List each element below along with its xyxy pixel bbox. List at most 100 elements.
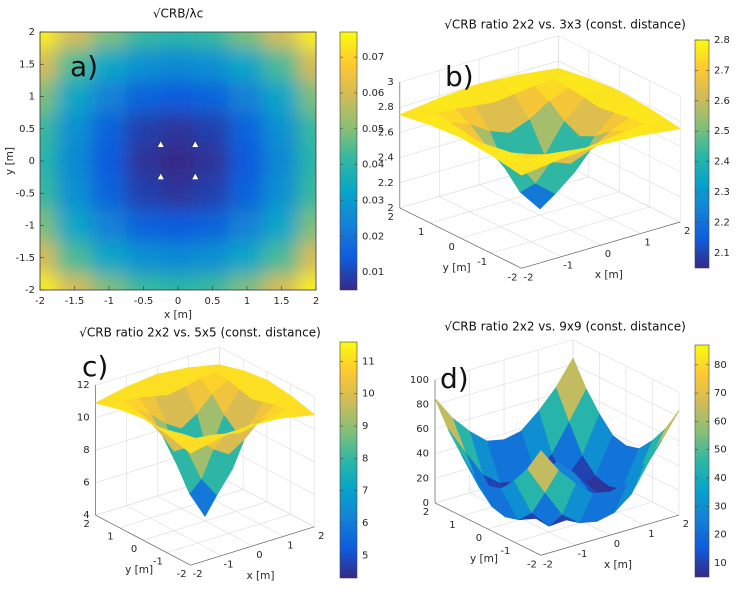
x-tick-label: -2 (543, 559, 553, 570)
y-tick-label: -1 (153, 557, 163, 568)
heatmap-cell (229, 79, 265, 114)
heatmap-cell (229, 241, 265, 275)
heatmap-cell (125, 208, 162, 243)
heatmap-cell (56, 144, 93, 178)
marker (156, 172, 165, 180)
surface-patch (505, 158, 542, 176)
panel-label: c) (82, 350, 108, 383)
axis-line (521, 221, 681, 269)
colorbar-tick-label: 11 (362, 356, 375, 367)
heatmap-cell (298, 241, 316, 275)
colorbar-tick-label: 80 (714, 360, 727, 371)
heatmap-cell (263, 241, 300, 275)
heatmap-cell (125, 176, 162, 210)
heatmap (40, 32, 316, 290)
heatmap-cell (91, 79, 127, 114)
x-axis-label: x [m] (164, 309, 192, 321)
panel-label: d) (440, 362, 469, 395)
heatmap-cell (56, 208, 93, 243)
z-tick-label: 4 (83, 510, 89, 521)
x-axis-label: x [m] (604, 559, 632, 571)
y-tick-label: 1.5 (19, 59, 35, 70)
heatmap-cell (263, 208, 300, 243)
colorbar-tick-label: 0.01 (362, 267, 384, 278)
x-tick-label: -1.5 (65, 296, 85, 307)
z-tick-label: 2 (387, 203, 393, 214)
heatmap-cell (56, 47, 93, 81)
heatmap-cell (160, 112, 196, 146)
heatmap-cell (229, 208, 265, 243)
heatmap-cell (160, 241, 196, 275)
x-tick-label: 2 (318, 531, 324, 542)
colorbar (339, 341, 358, 579)
x-tick-label: 1 (287, 540, 293, 551)
y-tick-label: -0.5 (15, 188, 35, 199)
z-tick-label: 0 (423, 498, 429, 509)
y-tick-label: -2 (177, 569, 187, 580)
heatmap-cell (263, 47, 300, 81)
x-tick-label: 0 (605, 249, 611, 260)
heatmap-cell (298, 32, 316, 49)
heatmap-cell (229, 176, 265, 210)
x-tick-label: -2 (524, 272, 534, 283)
z-tick-label: 60 (416, 424, 429, 435)
heatmap-cell (263, 144, 300, 178)
grid-line (460, 191, 620, 239)
heatmap-cell (263, 32, 300, 49)
colorbar-tick-label: 2.1 (714, 248, 730, 259)
z-tick-label: 2.6 (378, 127, 394, 138)
heatmap-cell (160, 208, 196, 243)
colorbar-tick-label: 7 (362, 486, 368, 497)
heatmap-cell (229, 112, 265, 146)
heatmap-cell (194, 273, 231, 290)
heatmap-cell (56, 79, 93, 114)
colorbar-tick-label: 0.04 (362, 160, 384, 171)
x-tick-label: 2 (684, 226, 690, 237)
surface-patch (527, 450, 559, 493)
z-tick-label: 2.8 (378, 102, 394, 113)
axis-line (434, 502, 542, 556)
heatmap-cell (91, 241, 127, 275)
axis-line (190, 526, 315, 566)
heatmap-cell (160, 47, 196, 81)
x-tick-label: -0.5 (134, 296, 154, 307)
x-tick-label: 0 (175, 296, 181, 307)
z-tick-label: 6 (83, 478, 89, 489)
x-tick-label: -1 (563, 261, 573, 272)
heatmap-cell (263, 176, 300, 210)
heatmap-cell (298, 176, 316, 210)
z-tick-label: 2.2 (378, 178, 394, 189)
y-tick-label: 1 (107, 532, 113, 543)
heatmap-cell (194, 241, 231, 275)
colorbar-tick-label: 2.7 (714, 65, 730, 76)
colorbar-tick-label: 10 (362, 389, 375, 400)
heatmap-cell (160, 32, 196, 49)
heatmap-cell (125, 273, 162, 290)
heatmap-cell (125, 112, 162, 146)
x-tick-label: -1 (577, 549, 587, 560)
colorbar-tick-label: 6 (362, 518, 368, 529)
heatmap-cell (125, 144, 162, 178)
heatmap-cell (263, 273, 300, 290)
heatmap-cell (91, 112, 127, 146)
heatmap-cell (194, 32, 231, 49)
colorbar-tick-label: 9 (362, 421, 368, 432)
heatmap-cell (298, 79, 316, 114)
colorbar-tick-label: 5 (362, 550, 368, 561)
x-tick-label: -2 (193, 569, 203, 580)
colorbar-tick-label: 0.06 (362, 88, 384, 99)
y-tick-label: -1 (477, 257, 487, 268)
heatmap-cell (160, 273, 196, 290)
grid-line (219, 476, 315, 528)
y-tick-label: 0 (131, 544, 137, 555)
z-tick-label: 20 (416, 473, 429, 484)
heatmap-cell (298, 273, 316, 290)
x-tick-label: 0 (256, 550, 262, 561)
colorbar (694, 344, 710, 578)
chart-title: √CRB ratio 2x2 vs. 9x9 (const. distance) (444, 320, 686, 334)
colorbar-tick-label: 2.6 (714, 96, 730, 107)
colorbar (694, 39, 710, 269)
grid-line (143, 501, 267, 541)
z-tick-label: 100 (410, 375, 429, 386)
